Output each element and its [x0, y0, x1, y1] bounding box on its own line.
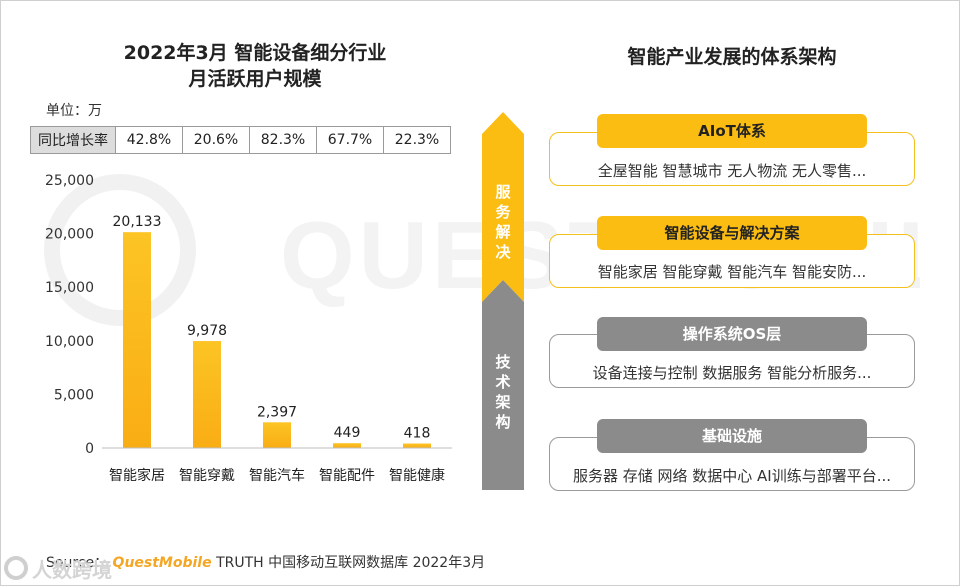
y-tick-label: 0: [85, 441, 94, 457]
yoy-row: 同比增长率 42.8% 20.6% 82.3% 67.7% 22.3%: [30, 126, 451, 154]
yoy-cell: 67.7%: [316, 126, 384, 154]
bar-value-label: 418: [404, 426, 431, 442]
yoy-cell: 82.3%: [249, 126, 317, 154]
arrow-bottom-label-text: 技术架构: [495, 353, 511, 431]
corner-logo-icon: [4, 556, 28, 580]
layer-aiot-items: 全屋智能 智慧城市 无人物流 无人零售...: [597, 162, 867, 180]
layer-os-items: 设备连接与控制 数据服务 智能分析服务...: [592, 364, 872, 382]
corner-logo-text: 人数跨境: [32, 558, 112, 582]
source-rest: TRUTH 中国移动互联网数据库 2022年3月: [216, 555, 486, 571]
bar-value-label: 2,397: [257, 404, 297, 420]
source-prefix: Source：: [46, 555, 109, 571]
arrow-top-label-text: 服务解决: [495, 183, 511, 261]
arrow-bottom-gray: [482, 280, 524, 490]
watermark-circle-icon: [44, 174, 196, 326]
x-tick-label: 智能穿戴: [179, 468, 235, 484]
y-tick-label: 20,000: [45, 227, 94, 243]
y-tick-label: 15,000: [45, 280, 94, 296]
arrow-bottom-label: 技术架构: [482, 352, 524, 432]
hierarchy-arrow: [482, 112, 524, 490]
yoy-cell: 42.8%: [115, 126, 183, 154]
layer-devices-items: 智能家居 智能穿戴 智能汽车 智能安防...: [597, 263, 867, 281]
bar: [333, 443, 361, 448]
yoy-table: 同比增长率 42.8% 20.6% 82.3% 67.7% 22.3%: [30, 126, 451, 154]
chart-title-line1: 2022年3月 智能设备细分行业: [123, 42, 387, 64]
x-tick-label: 智能配件: [319, 468, 375, 484]
yoy-header: 同比增长率: [30, 126, 116, 154]
arrow-top-yellow: [482, 112, 524, 302]
y-tick-label: 5,000: [54, 387, 94, 403]
chart-title-line2: 月活跃用户规模: [188, 68, 322, 90]
bar: [263, 422, 291, 448]
yoy-cell: 20.6%: [182, 126, 250, 154]
layer-infra-title: 基础设施: [597, 419, 867, 453]
x-tick-label: 智能健康: [389, 467, 445, 484]
x-tick-label: 智能汽车: [249, 467, 305, 484]
source-note: Source： QuestMobile TRUTH 中国移动互联网数据库 202…: [46, 552, 485, 572]
brand-name: QuestMobile: [112, 555, 212, 571]
bar: [403, 443, 431, 448]
layer-infra-items: 服务器 存储 网络 数据中心 AI训练与部署平台...: [572, 467, 892, 485]
bar-value-label: 449: [334, 425, 361, 441]
x-tick-label: 智能家居: [109, 467, 165, 484]
bar-value-label: 9,978: [187, 323, 227, 339]
architecture-title: 智能产业发展的体系架构: [627, 46, 837, 68]
chart-title: 2022年3月 智能设备细分行业 月活跃用户规模: [60, 40, 450, 92]
layer-devices-title: 智能设备与解决方案: [597, 216, 867, 250]
bar-value-label: 20,133: [113, 214, 162, 230]
layer-aiot-title: AIoT体系: [597, 114, 867, 148]
bar: [193, 341, 221, 448]
bar-chart: 0 5,000 10,000 15,000 20,000 25,000 20,133 9,9…: [45, 173, 452, 484]
yoy-cell: 22.3%: [383, 126, 451, 154]
y-tick-label: 10,000: [45, 334, 94, 350]
y-tick-label: 25,000: [45, 173, 94, 189]
bar: [123, 232, 151, 448]
unit-label: 单位：万: [46, 103, 102, 119]
layer-os-title: 操作系统OS层: [597, 317, 867, 351]
corner-logo: 人数跨境: [4, 556, 112, 582]
arrow-top-label: 服务解决: [482, 182, 524, 262]
